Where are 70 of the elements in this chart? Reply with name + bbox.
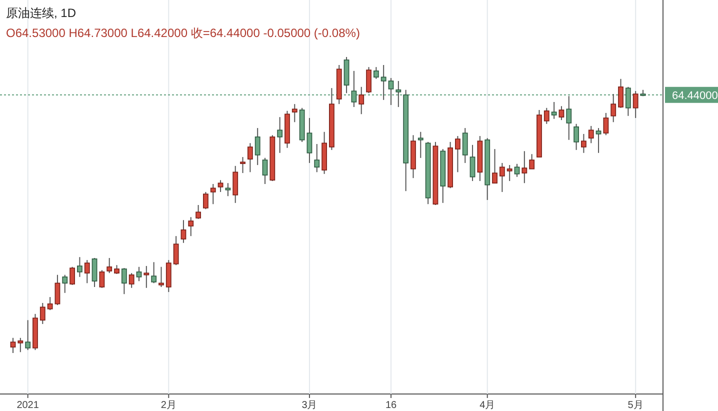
candlestick (455, 136, 460, 173)
candlestick (358, 86, 364, 115)
candlestick (544, 107, 550, 124)
candlestick (522, 150, 528, 184)
candlestick (54, 274, 60, 306)
candlestick (277, 116, 283, 154)
candlestick (25, 320, 31, 351)
candlestick (121, 268, 127, 295)
candlestick (314, 144, 320, 173)
candlestick (40, 302, 46, 324)
candlestick (203, 191, 208, 210)
candlestick (581, 133, 586, 154)
candlestick (306, 117, 312, 164)
x-tick-label: 5月 (628, 400, 644, 411)
candlestick (292, 104, 298, 123)
candlestick (618, 78, 624, 108)
x-tick-label: 4月 (480, 400, 496, 411)
candlestick (166, 260, 172, 293)
text: 64.44000 (672, 90, 718, 102)
candlestick (158, 266, 164, 288)
x-tick-label: 16 (385, 400, 397, 411)
candlestick (136, 266, 142, 282)
candlestick (99, 270, 105, 288)
candlestick (196, 204, 201, 220)
candlestick (462, 128, 468, 164)
candlestick (47, 296, 53, 311)
chart-subtitle: O64.53000 H64.73000 L64.42000 收=64.44000 -0.05000 (-0.08%) (6, 26, 360, 40)
candlestick (529, 154, 535, 170)
candlestick (603, 112, 609, 136)
candlestick (610, 94, 616, 123)
candlestick (92, 257, 98, 288)
candlestick (551, 101, 557, 120)
x-tick-label: 3月 (302, 400, 318, 411)
candlestick (151, 262, 157, 284)
candlestick (62, 274, 68, 294)
candlestick (558, 106, 564, 121)
candlestick (10, 337, 16, 354)
x-tick-label: 2021 (16, 400, 40, 411)
candlestick (492, 148, 498, 184)
candlestick (262, 157, 268, 184)
candlestick (240, 156, 246, 174)
candlestick (77, 256, 82, 278)
candlestick (470, 144, 476, 182)
candlestick (499, 162, 505, 192)
candlestick (128, 272, 134, 288)
candlestick (588, 125, 594, 144)
candlestick (514, 163, 520, 178)
candlestick (506, 164, 512, 182)
candlestick (188, 216, 194, 237)
candlestick (254, 128, 260, 166)
candlestick (247, 142, 253, 173)
candlestick (18, 337, 24, 353)
candlestick (173, 236, 179, 266)
candlestick (366, 66, 372, 94)
candlestick (232, 165, 238, 204)
x-tick-label: 2月 (160, 400, 176, 411)
candlestick (84, 260, 90, 284)
candlestick (70, 266, 75, 286)
candlestick (225, 182, 231, 197)
candlestick (574, 123, 579, 150)
chart-title: 原油连续, 1D (6, 6, 76, 20)
candlestick (180, 220, 186, 244)
candlestick (373, 66, 379, 80)
candlestick (210, 183, 216, 205)
candlestick (632, 90, 638, 118)
candlestick (418, 131, 424, 158)
candlestick (218, 180, 224, 192)
candlestick (144, 265, 150, 288)
candlestick (596, 128, 602, 154)
candlestick (106, 257, 112, 274)
